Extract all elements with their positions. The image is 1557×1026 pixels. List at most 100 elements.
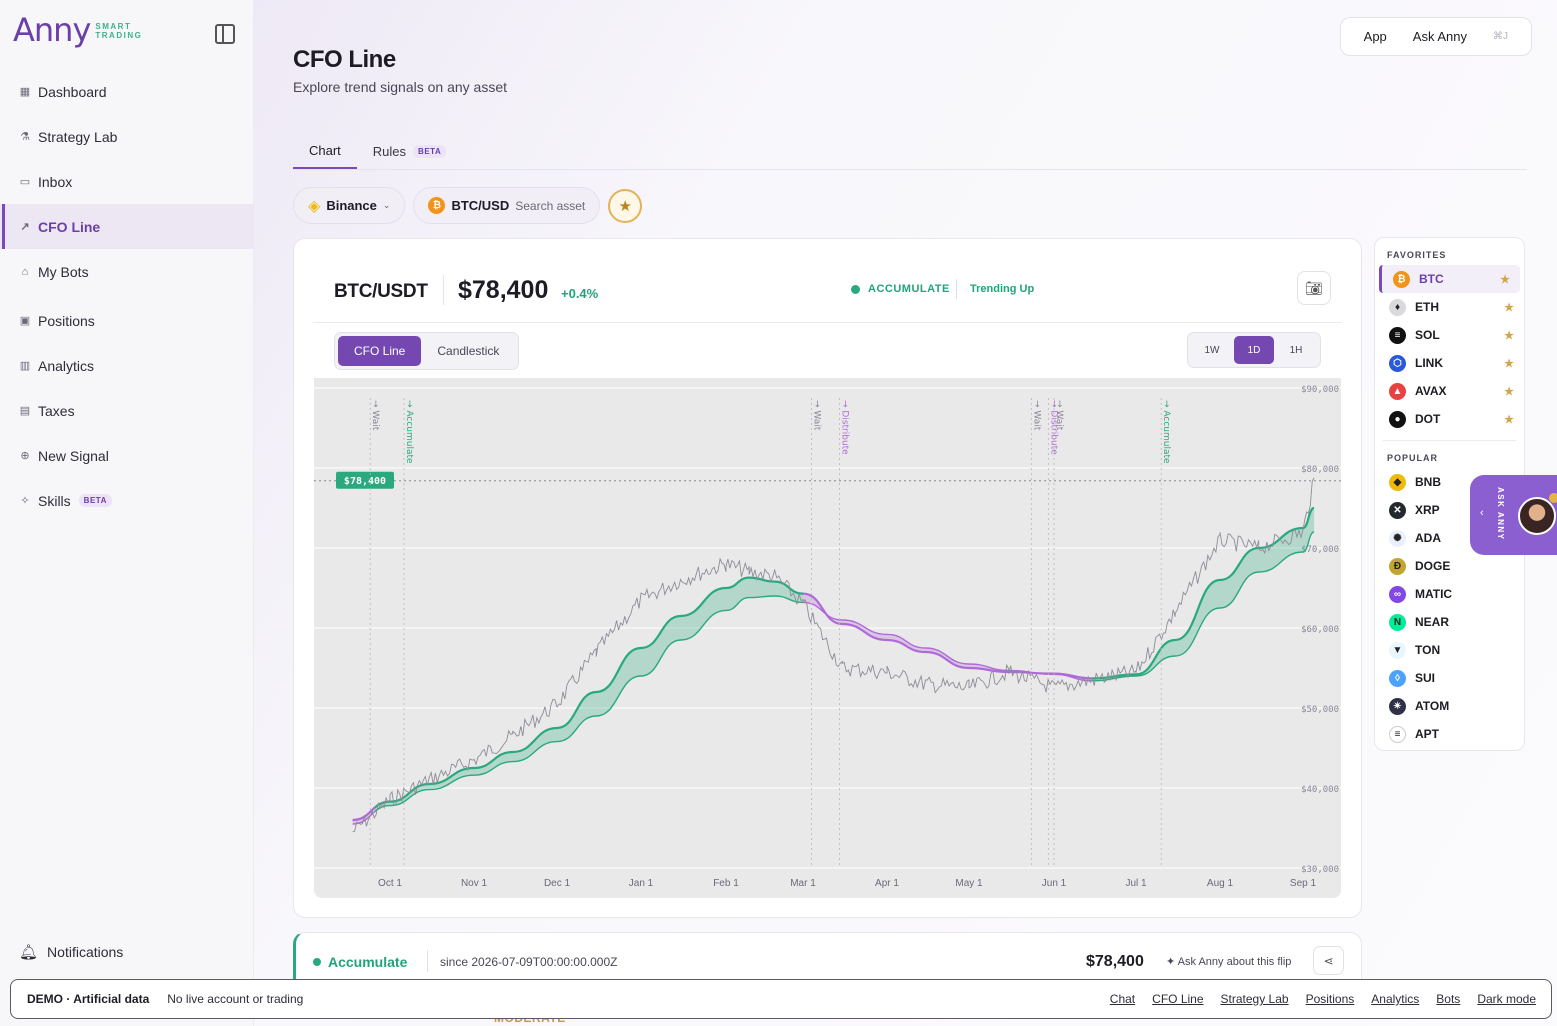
watchlist-item-dot[interactable]: ● DOT ★ [1375, 405, 1524, 433]
logo-tagline-1: SMART [95, 22, 132, 31]
notifications-button[interactable]: 🔔︎ Notifications [19, 943, 123, 961]
watchlist-item-atom[interactable]: ✴ ATOM [1375, 692, 1524, 720]
watchlist-item-xrp[interactable]: ✕ XRP [1375, 496, 1524, 524]
sidebar-item-cfo-line[interactable]: ↗ CFO Line [0, 204, 254, 249]
tf-1d[interactable]: 1D [1234, 336, 1274, 364]
cfo-chart[interactable]: $30,000 $40,000 $50,000 $60,000 $70,000 $80,0… [314, 378, 1341, 898]
bell-icon: 🔔︎ [19, 944, 39, 961]
tab-rules[interactable]: Rules BETA [357, 133, 462, 169]
search-asset-placeholder[interactable]: Search asset [515, 198, 586, 213]
watchlist-item-link[interactable]: ⬡ LINK ★ [1375, 349, 1524, 377]
watchlist-item-sol[interactable]: ≡ SOL ★ [1375, 321, 1524, 349]
watchlist-symbol: XRP [1415, 503, 1440, 517]
watchlist-item-apt[interactable]: ≡ APT [1375, 720, 1524, 748]
watchlist-item-ada[interactable]: ✺ ADA [1375, 524, 1524, 552]
watchlist-symbol: BNB [1415, 475, 1441, 489]
app-button[interactable]: App [1363, 29, 1387, 44]
watchlist-symbol: SOL [1415, 328, 1440, 342]
watchlist-item-avax[interactable]: ▲ AVAX ★ [1375, 377, 1524, 405]
tab-chart[interactable]: Chart [293, 133, 357, 169]
xrp-icon: ✕ [1389, 501, 1406, 519]
ask-about-flip-link[interactable]: ✦ Ask Anny about this flip [1166, 955, 1291, 968]
signal-marker-accumulate[interactable]: → Accumulate [1161, 400, 1171, 464]
banner-link-positions[interactable]: Positions [1305, 992, 1355, 1006]
band-distribute-lower [803, 601, 1093, 682]
watchlist-item-btc[interactable]: ₿ BTC ★ [1379, 265, 1520, 293]
x-tick-label: Mar 1 [790, 878, 816, 889]
sidebar-item-dashboard[interactable]: ▦ Dashboard [0, 69, 254, 114]
shortcut-hint: ⌘J [1493, 31, 1508, 42]
avax-icon: ▲ [1389, 382, 1406, 400]
sidebar-item-new-signal[interactable]: ⊕ New Signal [0, 433, 254, 478]
signal-marker-wait[interactable]: → Wait [370, 400, 380, 431]
star-icon[interactable]: ★ [1504, 301, 1514, 314]
favorite-star-button[interactable]: ★ [608, 188, 643, 223]
star-icon[interactable]: ★ [1504, 329, 1514, 342]
logo-tagline-2: TRADING [95, 31, 143, 40]
sidebar-item-strategy-lab[interactable]: ⚗ Strategy Lab [0, 114, 254, 159]
signal-marker-distribute[interactable]: → Distribute [1048, 400, 1058, 455]
beta-badge: BETA [413, 144, 447, 158]
btc-icon: ₿ [1393, 270, 1410, 288]
plus-circle-icon: ⊕ [20, 450, 30, 462]
receipt-icon: ▤ [19, 405, 31, 417]
price-line [352, 477, 1315, 833]
signal-marker-accumulate[interactable]: → Accumulate [404, 400, 414, 464]
sidebar: Anny SMART TRADING ▦ Dashboard ⚗ Strategy La… [0, 0, 254, 1026]
mode-cfo-line[interactable]: CFO Line [338, 336, 422, 366]
banner-link-strategy-lab[interactable]: Strategy Lab [1220, 992, 1289, 1006]
apt-icon: ≡ [1389, 725, 1406, 743]
watchlist-item-near[interactable]: N NEAR [1375, 608, 1524, 636]
sidebar-nav: ▦ Dashboard ⚗ Strategy Lab ▭ Inbox ↗ CFO Line ⌂ M… [0, 69, 254, 523]
sidebar-item-my-bots[interactable]: ⌂ My Bots [0, 249, 254, 294]
watchlist-item-sui[interactable]: ◊ SUI [1375, 664, 1524, 692]
sidebar-item-taxes[interactable]: ▤ Taxes [0, 388, 254, 433]
ask-anny-side-tab[interactable]: ‹ ASK ANNY [1470, 475, 1557, 555]
watchlist-item-matic[interactable]: ∞ MATIC [1375, 580, 1524, 608]
banner-link-bots[interactable]: Bots [1436, 992, 1461, 1006]
tf-1w[interactable]: 1W [1204, 344, 1220, 356]
anny-logo[interactable]: Anny SMART TRADING [13, 14, 142, 46]
x-tick-label: Oct 1 [378, 878, 402, 889]
star-icon[interactable]: ★ [1504, 357, 1514, 370]
sidebar-item-positions[interactable]: ▣ Positions [0, 298, 254, 343]
signal-marker-wait[interactable]: → Wait [811, 400, 821, 431]
asset-search[interactable]: ₿ BTC/USD Search asset [413, 187, 601, 224]
exchange-select[interactable]: ◈ Binance ⌄ [293, 187, 406, 224]
watchlist-item-bnb[interactable]: ◆ BNB [1375, 468, 1524, 496]
watchlist-item-doge[interactable]: Ð DOGE [1375, 552, 1524, 580]
camera-icon[interactable]: 📷︎ [1297, 271, 1331, 305]
watchlist-item-ton[interactable]: ▼ TON [1375, 636, 1524, 664]
star-icon[interactable]: ★ [1500, 273, 1510, 286]
banner-link-chat[interactable]: Chat [1109, 992, 1136, 1006]
sidebar-item-inbox[interactable]: ▭ Inbox [0, 159, 254, 204]
signal-marker-wait[interactable]: → Wait [1031, 400, 1041, 431]
y-tick-label: $70,000 [1301, 545, 1339, 555]
share-icon[interactable]: ⋖ [1313, 946, 1344, 975]
mode-candlestick[interactable]: Candlestick [437, 344, 500, 358]
beta-badge: BETA [78, 494, 112, 507]
signal-marker-wait[interactable]: → Wait [1054, 400, 1064, 431]
sidebar-item-analytics[interactable]: ▥ Analytics [0, 343, 254, 388]
x-tick-label: Feb 1 [713, 878, 739, 889]
band-distribute-upper [803, 592, 1093, 680]
sidebar-item-skills[interactable]: ✧ Skills BETA [0, 478, 254, 523]
bar-chart-icon: ▥ [19, 360, 31, 372]
inbox-icon: ▭ [19, 176, 31, 188]
flip-since: since 2026-07-09T00:00:00.000Z [440, 955, 618, 969]
star-icon[interactable]: ★ [1504, 385, 1514, 398]
signal-marker-distribute[interactable]: → Distribute [839, 400, 849, 455]
banner-link-cfo-line[interactable]: CFO Line [1152, 992, 1204, 1006]
current-price: $78,400 [458, 276, 549, 304]
band-accumulate-late-lower [1092, 531, 1315, 682]
collapse-sidebar-icon[interactable] [215, 24, 235, 44]
chart-mode-toggle: CFO Line Candlestick [334, 332, 520, 370]
tf-1h[interactable]: 1H [1289, 344, 1303, 356]
y-tick-label: $30,000 [1301, 865, 1339, 875]
watchlist-item-eth[interactable]: ♦ ETH ★ [1375, 293, 1524, 321]
star-icon[interactable]: ★ [1504, 413, 1514, 426]
banner-link-dark-mode[interactable]: Dark mode [1477, 992, 1536, 1006]
ask-anny-button[interactable]: Ask Anny [1412, 29, 1467, 44]
banner-link-analytics[interactable]: Analytics [1371, 992, 1420, 1006]
watchlist-symbol: AVAX [1415, 384, 1447, 398]
